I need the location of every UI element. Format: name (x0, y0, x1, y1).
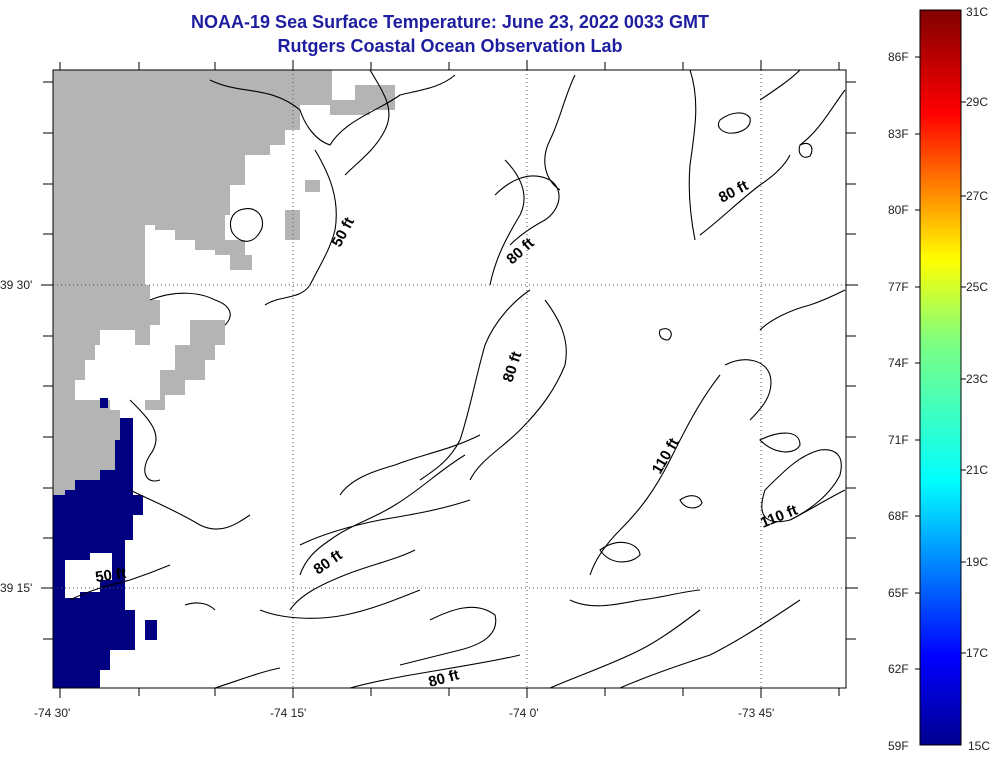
colorbar-c-label: 25C (966, 280, 988, 294)
depth-label-50ft-south: 50 ft (94, 565, 127, 586)
x-tick-label: -74 15' (270, 706, 306, 720)
colorbar-c-label: 31C (966, 5, 988, 19)
map-title: NOAA-19 Sea Surface Temperature: June 23… (191, 12, 709, 32)
colorbar-f-label: 86F (888, 50, 909, 64)
land-mass (53, 70, 395, 495)
colorbar (919, 9, 962, 746)
x-tick-label: -74 0' (509, 706, 539, 720)
colorbar-f-label: 71F (888, 433, 909, 447)
colorbar-f-label: 83F (888, 127, 909, 141)
colorbar-f-label: 68F (888, 509, 909, 523)
colorbar-f-label: 65F (888, 586, 909, 600)
colorbar-c-label: 21C (966, 463, 988, 477)
depth-label-80ft-south: 80 ft (427, 666, 461, 690)
colorbar-f-label: 80F (888, 203, 909, 217)
y-tick-label: 39 15' (0, 581, 32, 595)
colorbar-ticks (915, 56, 966, 670)
colorbar-c-label: 27C (966, 189, 988, 203)
depth-contours (69, 70, 846, 688)
colorbar-f-label: 77F (888, 280, 909, 294)
colorbar-c-label: 29C (966, 95, 988, 109)
colorbar-c-label: 19C (966, 555, 988, 569)
colorbar-c-label: 15C (968, 739, 990, 753)
colorbar-f-label: 59F (888, 739, 909, 753)
colorbar-c-label: 17C (966, 646, 988, 660)
colorbar-c-label: 23C (966, 372, 988, 386)
map-area: 50 ft 50 ft 80 ft 80 ft 80 ft 80 ft 80 f… (53, 70, 846, 690)
x-tick-label: -73 45' (738, 706, 774, 720)
axis-ticks (41, 60, 858, 698)
map-subtitle: Rutgers Coastal Ocean Observation Lab (277, 36, 623, 56)
colorbar-f-label: 62F (888, 662, 909, 676)
y-tick-label: 39 30' (0, 278, 32, 292)
x-tick-label: -74 30' (34, 706, 70, 720)
colorbar-f-label: 74F (888, 356, 909, 370)
graticule (53, 70, 846, 688)
